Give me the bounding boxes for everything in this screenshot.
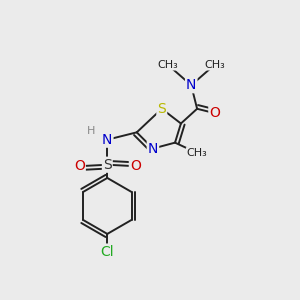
Text: CH₃: CH₃	[204, 60, 225, 70]
Text: N: N	[148, 142, 158, 155]
Text: O: O	[130, 159, 141, 173]
Text: S: S	[103, 158, 112, 172]
Text: CH₃: CH₃	[187, 148, 208, 158]
Text: N: N	[102, 133, 112, 147]
Text: CH₃: CH₃	[157, 60, 178, 70]
Text: O: O	[209, 106, 220, 120]
Text: H: H	[87, 126, 95, 136]
Text: N: N	[186, 78, 196, 92]
Text: O: O	[74, 159, 85, 173]
Text: Cl: Cl	[100, 244, 114, 259]
Text: S: S	[158, 102, 166, 116]
